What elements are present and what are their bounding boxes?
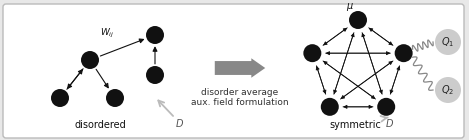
Circle shape [435,77,461,103]
Circle shape [435,29,461,55]
FancyArrowPatch shape [215,58,265,78]
FancyArrowPatch shape [341,61,393,99]
FancyArrowPatch shape [67,70,83,89]
FancyArrowPatch shape [316,67,325,94]
FancyArrowPatch shape [96,69,108,88]
Text: $\mu$: $\mu$ [346,1,354,13]
Text: $Q_2$: $Q_2$ [441,83,454,97]
FancyArrowPatch shape [317,66,326,93]
Circle shape [146,66,164,84]
Text: $D$: $D$ [386,117,394,129]
FancyArrowPatch shape [68,69,83,88]
FancyArrowPatch shape [334,33,354,94]
Circle shape [106,89,124,107]
FancyArrowPatch shape [340,61,392,99]
FancyArrowPatch shape [324,61,376,99]
Text: aux. field formulation: aux. field formulation [191,98,289,107]
Circle shape [303,44,321,62]
FancyArrowPatch shape [325,52,390,55]
Circle shape [321,98,339,116]
FancyArrowPatch shape [344,105,373,108]
FancyArrowPatch shape [326,52,391,55]
FancyArrowPatch shape [362,32,382,93]
FancyArrowPatch shape [323,28,347,45]
Circle shape [81,51,99,69]
FancyArrowPatch shape [324,28,348,45]
Text: symmetric: symmetric [329,120,381,130]
FancyArrowPatch shape [370,28,393,45]
FancyArrowPatch shape [369,28,392,45]
Circle shape [377,98,395,116]
Text: disorder average: disorder average [201,88,279,97]
Circle shape [146,26,164,44]
Text: $D$: $D$ [175,117,184,129]
FancyArrowPatch shape [362,33,382,94]
FancyArrowPatch shape [333,32,354,93]
Circle shape [394,44,413,62]
Text: $Q_1$: $Q_1$ [441,35,454,49]
FancyArrowPatch shape [323,61,375,99]
FancyArrowPatch shape [100,39,144,56]
Text: disordered: disordered [74,120,126,130]
Circle shape [349,11,367,29]
Text: $W_{ij}$: $W_{ij}$ [100,27,114,40]
FancyBboxPatch shape [3,4,464,138]
FancyArrowPatch shape [390,66,400,93]
Circle shape [51,89,69,107]
FancyArrowPatch shape [390,67,400,94]
FancyArrowPatch shape [343,105,372,108]
FancyArrowPatch shape [153,47,157,64]
